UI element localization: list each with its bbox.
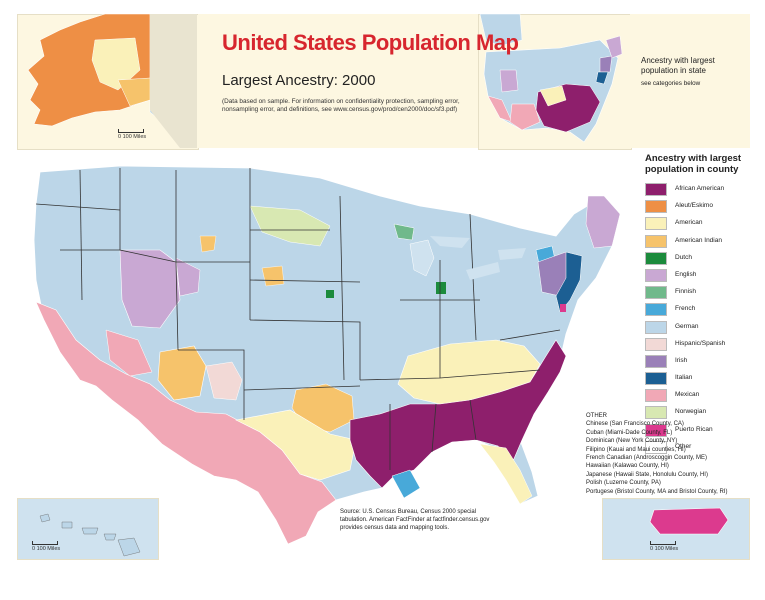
other-heading: OTHER [586, 413, 607, 419]
legend-label: German [675, 322, 699, 330]
legend-swatch [645, 389, 667, 403]
legend-swatch [645, 286, 667, 300]
legend-label: Puerto Rican [675, 425, 713, 433]
legend-label: French [675, 305, 696, 313]
other-item: Cuban (Miami-Dade County, FL) [586, 429, 673, 436]
puerto-rico-scale-label: 0 100 Miles [650, 546, 679, 552]
legend-label: Finnish [675, 288, 696, 296]
alaska-scale: 0 100 Miles [118, 128, 146, 140]
legend-swatch [645, 183, 667, 196]
legend-label: American [675, 219, 703, 227]
hawaii-scale-label: 0 100 Miles [32, 546, 61, 552]
other-item: Polish (Luzerne County, PA) [586, 480, 661, 487]
legend-swatch [645, 217, 667, 231]
puerto-rico-scale: 0 100 Miles [650, 540, 678, 552]
state-inset-legend-panel [630, 14, 750, 148]
map-title: United States Population Map [222, 30, 519, 55]
puerto-rico-map [649, 507, 729, 535]
legend-label: English [675, 270, 697, 278]
other-item: Hawaiian (Kalawao County, HI) [586, 463, 669, 470]
data-note: (Data based on sample. For information o… [222, 98, 460, 114]
alaska-map [27, 13, 197, 148]
scale-bar-icon [118, 128, 144, 133]
legend-label: Dutch [675, 253, 692, 261]
legend-label: African American [675, 185, 725, 192]
legend-swatch [645, 406, 667, 420]
legend-swatch [645, 251, 667, 265]
other-list: Chinese (San Francisco County, CA) Cuban … [586, 420, 728, 496]
other-item: Chinese (San Francisco County, CA) [586, 421, 684, 428]
state-inset-subtitle: see categories below [641, 80, 701, 87]
legend-label: Italian [675, 374, 693, 382]
state-inset-title: Ancestry with largest population in stat… [641, 56, 715, 75]
source-note: Source: U.S. Census Bureau, Census 2000 … [340, 509, 490, 531]
legend-swatch [645, 372, 667, 386]
legend-swatch [645, 337, 667, 351]
legend-title: Ancestry with largest population in coun… [645, 153, 742, 175]
legend-label: Other [675, 442, 692, 450]
legend-swatch [645, 423, 667, 437]
other-item: French Canadian (Androscoggin County, ME… [586, 455, 707, 462]
map-subtitle: Largest Ancestry: 2000 [222, 72, 376, 89]
legend-label: Irish [675, 356, 688, 364]
legend-swatch [645, 354, 667, 368]
legend-swatch [645, 268, 667, 282]
legend-swatch [645, 303, 667, 317]
legend-label: Hispanic/Spanish [675, 339, 726, 347]
legend-swatch [645, 320, 667, 334]
legend-label: Mexican [675, 391, 700, 399]
hawaii-scale: 0 100 Miles [32, 540, 60, 552]
hawaii-map [39, 513, 141, 557]
main-usa-map [33, 165, 621, 545]
legend-label: Norwegian [675, 408, 707, 416]
other-item: Portugese (Bristol County, MA and Bristo… [586, 488, 728, 495]
other-item: Japanese (Hawaii State, Honolulu County,… [586, 471, 708, 478]
other-item: Dominican (New York County, NY) [586, 438, 678, 445]
legend-label: Aleut/Eskimo [675, 202, 713, 210]
other-ancestries: OTHER Chinese (San Francisco County, CA)… [586, 412, 728, 496]
legend-label: American Indian [675, 236, 722, 244]
scale-bar-icon [32, 540, 58, 545]
other-item: Filipino (Kauai and Maui counties, HI) [586, 446, 686, 453]
state-inset-us-map [479, 13, 623, 143]
legend-swatch [645, 234, 667, 248]
title-panel [198, 14, 478, 148]
scale-bar-icon [650, 540, 676, 545]
legend-swatch [645, 440, 667, 454]
alaska-scale-label: 0 100 Miles [118, 134, 147, 140]
legend-swatch [645, 200, 667, 214]
